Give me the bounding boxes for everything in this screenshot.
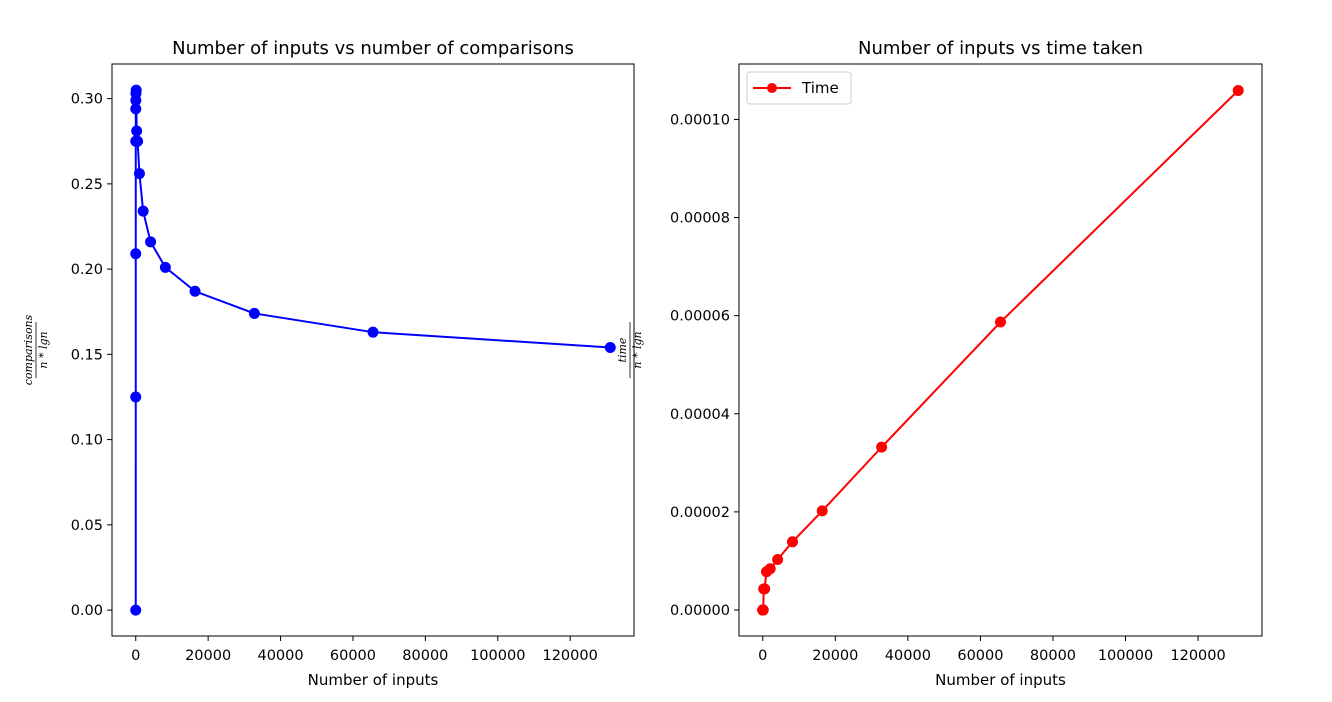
y-tick-label: 0.30	[71, 92, 103, 108]
y-axis-label: time n * lgn	[616, 322, 644, 378]
data-point	[131, 125, 143, 137]
axes-frame	[111, 63, 635, 637]
x-axis-label: Number of inputs	[935, 671, 1066, 689]
y-tick-label: 0.00000	[670, 603, 730, 619]
y-tick-label: 0.25	[71, 177, 103, 193]
data-point	[876, 441, 888, 453]
chart-title: Number of inputs vs time taken	[858, 38, 1143, 59]
legend-marker	[767, 83, 777, 93]
data-point	[133, 168, 145, 180]
y-axis-label-numerator: comparisons	[22, 314, 35, 385]
y-axis-label-denominator: n * lgn	[631, 331, 644, 368]
data-point	[764, 563, 776, 575]
legend-box	[746, 71, 852, 105]
y-tick-label: 0.00	[71, 603, 103, 619]
series-line-1	[761, 89, 1239, 611]
y-tick-label: 0.15	[71, 347, 103, 363]
y-axis-label: comparisons n * lgn	[22, 314, 50, 385]
y-tick-label: 0.00004	[670, 407, 730, 423]
y-axis-label-numerator: time	[616, 337, 629, 362]
x-tick-label: 20000	[185, 648, 231, 664]
data-point	[367, 326, 379, 338]
data-point	[248, 307, 260, 319]
data-point	[130, 391, 142, 403]
legend-label: Time	[801, 79, 839, 97]
y-tick-label: 0.00008	[670, 211, 730, 227]
data-point	[159, 261, 171, 273]
x-tick-label: 80000	[402, 648, 448, 664]
x-tick-label: 60000	[957, 648, 1003, 664]
x-tick-label: 120000	[542, 648, 597, 664]
chart-panel-1: Number of inputs vs number of comparison…	[22, 38, 635, 689]
x-tick-label: 80000	[1030, 648, 1076, 664]
y-tick-label: 0.20	[71, 262, 103, 278]
data-point	[604, 342, 616, 354]
data-point	[786, 536, 798, 548]
data-point	[137, 205, 149, 217]
data-point	[816, 505, 828, 517]
x-tick-label: 20000	[812, 648, 858, 664]
data-point	[132, 135, 144, 147]
data-point	[772, 553, 784, 565]
y-tick-label: 0.00010	[670, 112, 730, 128]
axes-frame	[738, 63, 1263, 637]
x-tick-label: 100000	[1098, 648, 1153, 664]
chart-panel-2: Number of inputs vs time taken 0 20000 4000…	[616, 38, 1263, 689]
x-tick-label: 0	[758, 648, 767, 664]
data-point	[759, 583, 771, 595]
y-tick-label: 0.00006	[670, 309, 730, 325]
legend: Time	[746, 71, 852, 105]
x-axis-label: Number of inputs	[308, 671, 439, 689]
x-tick-label: 0	[131, 648, 140, 664]
chart-title: Number of inputs vs number of comparison…	[172, 38, 574, 59]
data-point	[994, 316, 1006, 328]
x-tick-label: 40000	[885, 648, 931, 664]
y-tick-label: 0.10	[71, 433, 103, 449]
y-axis-label-denominator: n * lgn	[37, 331, 50, 368]
series-line-1	[134, 89, 611, 611]
x-tick-label: 120000	[1170, 648, 1225, 664]
data-point	[130, 84, 142, 96]
x-tick-label: 40000	[257, 648, 303, 664]
data-point	[757, 604, 769, 616]
y-tick-label: 0.05	[71, 518, 103, 534]
x-tick-label: 100000	[470, 648, 525, 664]
data-point	[130, 248, 142, 260]
data-point	[189, 285, 201, 297]
data-point	[145, 236, 157, 248]
x-tick-label: 60000	[330, 648, 376, 664]
data-point	[130, 604, 142, 616]
y-tick-label: 0.00002	[670, 505, 730, 521]
data-point	[1232, 84, 1244, 96]
